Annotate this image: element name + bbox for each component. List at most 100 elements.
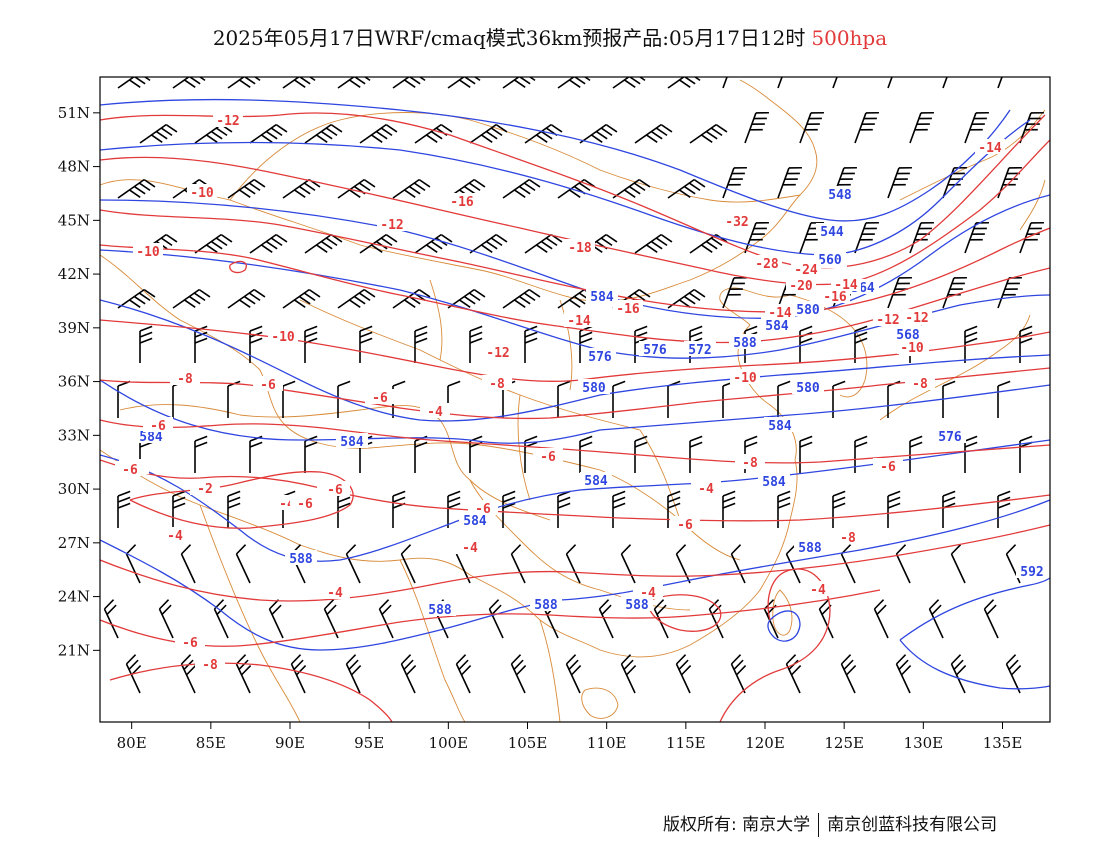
label-backdrop xyxy=(160,527,190,542)
wind-barb xyxy=(832,380,846,418)
label-backdrop xyxy=(792,379,824,394)
wind-barb xyxy=(689,435,703,473)
temperature-contour-label: -10 xyxy=(900,341,924,356)
wind-barb xyxy=(722,490,736,528)
label-backdrop xyxy=(320,584,350,599)
wind-barb xyxy=(612,490,626,528)
wind-barb xyxy=(565,654,582,694)
temperature-contour-label: -10 xyxy=(136,245,160,260)
wind-barb xyxy=(378,599,394,639)
temperature-contour-label: -8 xyxy=(742,456,758,471)
height-contour xyxy=(100,98,1011,222)
wind-barb xyxy=(510,544,526,584)
wind-barb xyxy=(612,178,651,199)
height-contour xyxy=(899,577,1050,690)
height-contour-label: 584 xyxy=(765,319,789,334)
wind-barb xyxy=(172,77,210,89)
wind-barb xyxy=(873,599,889,639)
wind-barb xyxy=(502,178,541,199)
wind-barb xyxy=(180,544,196,584)
temperature-contour xyxy=(100,524,1050,602)
wind-barb xyxy=(928,599,944,639)
wind-barb xyxy=(392,178,431,199)
label-backdrop xyxy=(175,634,205,649)
wind-barb xyxy=(777,77,783,89)
wind-barb xyxy=(667,77,705,89)
lat-tick-label: 39N xyxy=(58,319,90,337)
label-backdrop xyxy=(195,656,225,671)
wind-barb xyxy=(634,233,673,254)
height-contour-label: 588 xyxy=(534,598,558,613)
temperature-contour-label: -28 xyxy=(755,257,779,272)
temperature-contour-label: -6 xyxy=(372,391,388,406)
label-backdrop xyxy=(253,376,283,391)
height-contour xyxy=(767,610,801,642)
temperature-contour-label: -14 xyxy=(978,141,1002,156)
temperature-contour-label: -8 xyxy=(912,377,928,392)
label-backdrop xyxy=(170,370,200,385)
temperature-contour-label: -14 xyxy=(768,306,792,321)
japan-kyushu-honshu xyxy=(879,314,1031,421)
label-backdrop xyxy=(873,458,903,473)
label-backdrop xyxy=(115,461,145,476)
temperature-contour-label: -8 xyxy=(489,377,505,392)
wind-barb xyxy=(777,490,791,528)
temperature-contour xyxy=(109,662,393,722)
wind-barb xyxy=(565,544,581,584)
label-backdrop xyxy=(285,550,317,565)
wind-barb xyxy=(172,288,211,309)
wind-barb xyxy=(117,77,155,89)
lon-tick-label: 100E xyxy=(429,734,469,752)
label-backdrop xyxy=(814,251,846,266)
lat-tick-label: 27N xyxy=(58,534,90,552)
wind-barb xyxy=(194,233,233,254)
wind-barb xyxy=(117,288,156,309)
wind-barb xyxy=(345,654,362,694)
temperature-contour-label: -4 xyxy=(167,529,183,544)
height-contour-label: 584 xyxy=(340,435,364,450)
wind-barb xyxy=(125,544,141,584)
wind-barb xyxy=(579,435,593,473)
wind-barb xyxy=(392,288,431,309)
lon-tick-label: 95E xyxy=(354,734,384,752)
temperature-contour-label: -12 xyxy=(380,218,403,233)
lon-tick-label: 110E xyxy=(587,734,627,752)
temperature-contour-label: -4 xyxy=(427,405,443,420)
contour-labels: 5485445405805845885845765725765805845805… xyxy=(115,112,1048,673)
wind-barb xyxy=(282,77,320,89)
wind-barb xyxy=(854,435,868,473)
wind-barb xyxy=(524,233,563,254)
wind-barb xyxy=(282,288,321,309)
label-backdrop xyxy=(761,317,793,332)
wind-barb xyxy=(139,123,178,144)
wind-barb xyxy=(455,654,472,694)
lon-tick-label: 115E xyxy=(666,734,706,752)
wind-barb xyxy=(249,123,288,144)
wind-barb xyxy=(359,123,398,144)
wind-barb xyxy=(964,221,989,254)
label-backdrop xyxy=(639,341,671,356)
wind-barb xyxy=(887,166,912,199)
wind-barb xyxy=(777,380,791,418)
label-backdrop xyxy=(190,480,220,495)
label-backdrop xyxy=(786,277,816,292)
wind-barb xyxy=(158,599,174,639)
wind-barb xyxy=(469,325,483,363)
wind-barb xyxy=(172,490,186,528)
label-backdrop xyxy=(455,539,485,554)
temperature-contour-label: -10 xyxy=(271,330,295,345)
wind-barb xyxy=(227,178,266,199)
wind-barb xyxy=(620,654,637,694)
temperature-contour-label: -18 xyxy=(568,241,592,256)
wind-barb xyxy=(675,544,691,584)
wind-barb xyxy=(964,325,978,363)
temperature-contour-label: -14 xyxy=(567,314,591,329)
height-contour-label: 588 xyxy=(625,598,649,613)
temperature-contour-label: -12 xyxy=(876,313,899,328)
wind-barb xyxy=(249,233,288,254)
wind-barb xyxy=(579,123,618,144)
wind-barb xyxy=(722,77,728,89)
lat-tick-label: 45N xyxy=(58,211,90,229)
height-contour-label: 584 xyxy=(762,475,786,490)
wind-barbs xyxy=(103,77,1044,694)
